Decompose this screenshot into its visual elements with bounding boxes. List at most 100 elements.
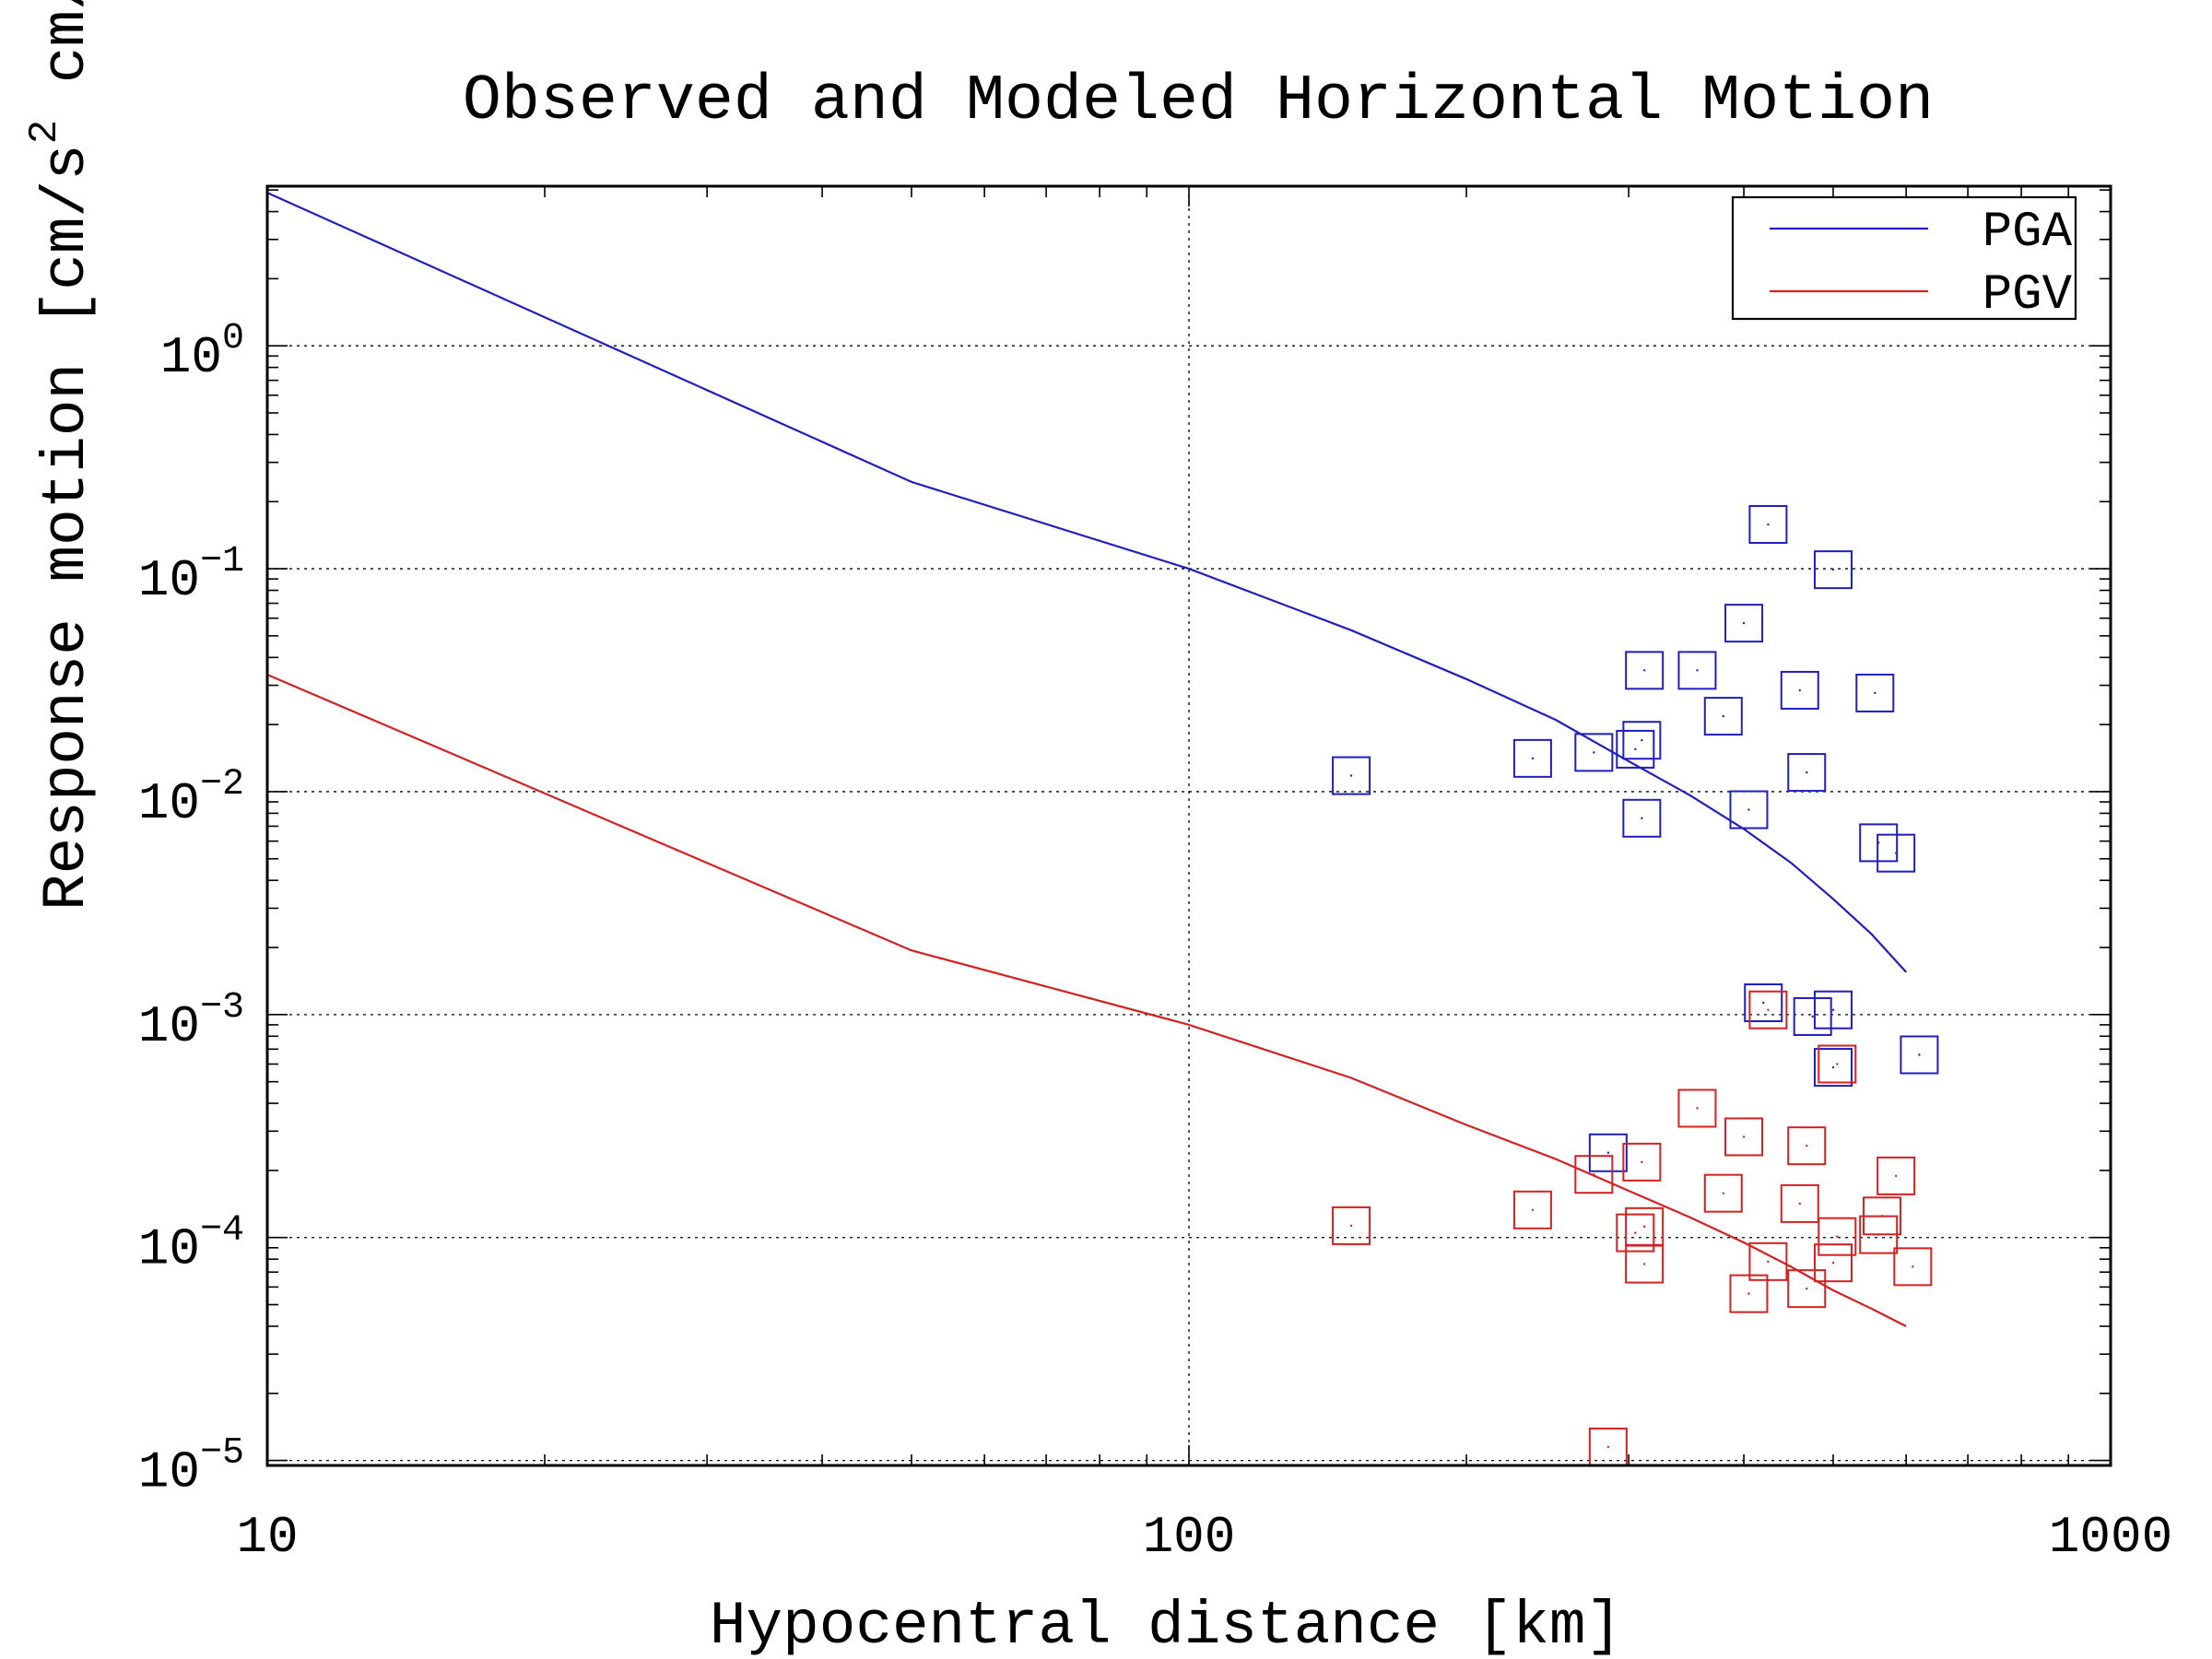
x-tick-label: 100 <box>1143 1508 1236 1567</box>
data-point-pgv <box>1625 1244 1665 1284</box>
data-point-pga <box>1574 733 1614 772</box>
data-point-pga <box>1512 738 1552 778</box>
y-tick-exponent: −2 <box>200 764 244 806</box>
legend-label-pga: PGA <box>1983 205 2073 261</box>
model-curve-pgv <box>266 673 1907 1327</box>
y-tick-exponent: −5 <box>200 1433 244 1475</box>
y-tick-base: 10 <box>138 774 200 833</box>
data-point-pgv <box>1512 1190 1552 1230</box>
y-tick-label: 10−4 <box>138 1210 244 1279</box>
data-point-center-pga <box>1593 751 1595 754</box>
y-tick-label: 10−1 <box>138 541 244 610</box>
data-point-center-pga <box>1874 691 1877 695</box>
data-point-center-pgv <box>1642 1225 1646 1229</box>
y-tick-exponent: −3 <box>200 987 244 1029</box>
data-point-center-pgv <box>1806 1287 1808 1290</box>
data-point-center-pgv <box>1767 1260 1770 1264</box>
data-point-center-pga <box>1767 523 1770 526</box>
data-point-pgv <box>1787 1269 1827 1309</box>
legend-box <box>1731 195 2077 321</box>
data-point-center-pga <box>1894 852 1898 854</box>
data-point-pgv <box>1893 1247 1933 1287</box>
data-point-center-pga <box>1642 669 1646 672</box>
data-point-pga <box>1625 651 1665 690</box>
y-tick-label: 10−2 <box>138 764 244 833</box>
y-tick-exponent: 0 <box>222 318 244 359</box>
data-point-pga <box>1813 550 1853 590</box>
x-tick-label: 10 <box>236 1508 298 1567</box>
data-point-center-pga <box>1641 739 1643 742</box>
data-point-center-pgv <box>1349 1224 1353 1228</box>
data-point-pga <box>1780 670 1819 710</box>
data-point-center-pgv <box>1806 1144 1808 1147</box>
data-point-center-pga <box>1722 714 1724 718</box>
legend: PGA PGV <box>1731 195 2077 324</box>
data-point-pgv <box>1677 1088 1717 1128</box>
data-point-center-pgv <box>1836 1063 1839 1065</box>
data-point-pga <box>1900 1035 1939 1075</box>
data-point-pgv <box>1863 1196 1902 1236</box>
data-point-center-pga <box>1641 817 1643 819</box>
data-point-pga <box>1813 990 1853 1030</box>
data-point-center-pgv <box>1696 1107 1699 1110</box>
data-point-pgv <box>1574 1155 1614 1194</box>
data-point-pga <box>1622 721 1662 760</box>
data-point-center-pga <box>1634 747 1637 751</box>
model-curve-pga <box>266 192 1908 973</box>
data-point-center-pgv <box>1606 1445 1610 1449</box>
data-point-pgv <box>1616 1213 1655 1253</box>
data-point-center-pgv <box>1531 1208 1535 1211</box>
data-point-center-pgv <box>1642 1263 1646 1265</box>
x-tick-labels: 10 100 1000 <box>236 1508 2172 1567</box>
data-point-pga <box>1744 983 1783 1023</box>
data-point-center-pgv <box>1798 1202 1801 1206</box>
data-point-center-pga <box>1831 1008 1835 1011</box>
data-point-pga <box>1787 753 1827 793</box>
data-point-pgv <box>1818 1044 1857 1084</box>
data-point-center-pgv <box>1767 1008 1770 1011</box>
y-tick-base: 10 <box>138 997 200 1056</box>
data-point-center-pga <box>1811 1015 1814 1018</box>
data-point-pgv <box>1780 1183 1819 1223</box>
data-point-center-pga <box>1742 621 1746 625</box>
y-axis-label-main: Response motion [cm/s <box>32 144 101 911</box>
data-point-pga <box>1332 756 1371 795</box>
data-point-center-pgv <box>1722 1192 1724 1194</box>
data-point-pgv <box>1787 1126 1827 1166</box>
data-point-center-pgv <box>1831 1261 1835 1265</box>
data-point-center-pgv <box>1912 1265 1914 1268</box>
y-axis-label: Response motion [cm/s2 cm/s] <box>22 0 101 911</box>
data-point-pgv <box>1724 1117 1764 1157</box>
data-point-pga <box>1859 823 1899 863</box>
y-tick-label: 100 <box>160 318 244 387</box>
x-tick-label: 1000 <box>2049 1508 2172 1567</box>
data-point-center-pga <box>1349 774 1353 777</box>
data-point-pga <box>1616 729 1655 769</box>
data-point-pga <box>1703 697 1743 736</box>
data-point-center-pga <box>1531 757 1535 760</box>
data-point-center-pga <box>1606 1151 1610 1154</box>
data-point-center-pgv <box>1747 1292 1750 1295</box>
y-axis-label-superscript: 2 <box>22 120 68 144</box>
data-point-center-pgv <box>1593 1173 1595 1176</box>
data-point-pga <box>1622 798 1662 838</box>
y-tick-exponent: −4 <box>200 1210 244 1252</box>
y-tick-base: 10 <box>138 551 200 610</box>
data-point-pgv <box>1813 1243 1853 1283</box>
observed-points <box>1332 505 1939 1466</box>
legend-label-pgv: PGV <box>1983 267 2073 324</box>
data-point-pgv <box>1703 1173 1743 1213</box>
data-point-pgv <box>1748 990 1788 1030</box>
data-point-pga <box>1677 651 1717 690</box>
data-point-center-pgv <box>1836 1235 1839 1238</box>
model-curves <box>266 192 1908 1327</box>
data-point-pgv <box>1818 1217 1857 1256</box>
data-point-center-pga <box>1747 808 1750 811</box>
data-point-center-pgv <box>1880 1215 1884 1218</box>
data-point-center-pga <box>1762 1001 1765 1005</box>
data-point-pga <box>1877 833 1916 873</box>
plot-frame <box>265 184 2112 1467</box>
data-point-center-pga <box>1798 688 1801 692</box>
